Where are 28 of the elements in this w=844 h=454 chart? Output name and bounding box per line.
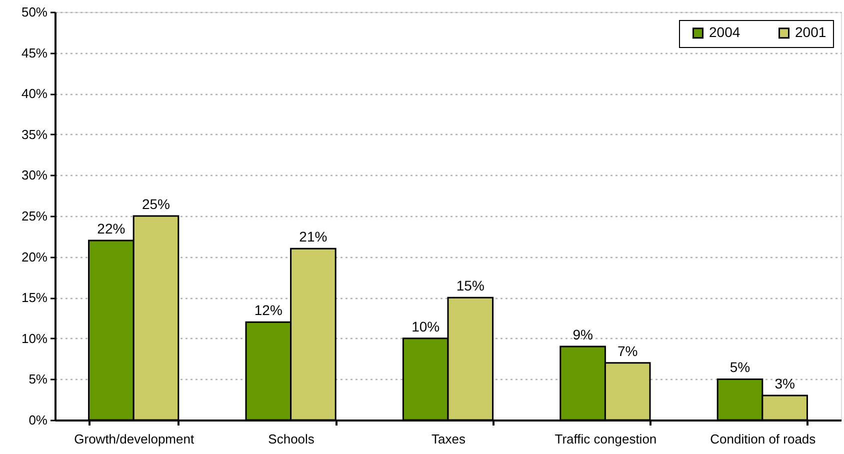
data-label: 7%	[617, 342, 638, 359]
y-tick-label: 20%	[21, 249, 48, 264]
data-label: 3%	[774, 376, 795, 392]
y-tick-label: 35%	[21, 126, 48, 142]
y-tick-label: 45%	[21, 45, 48, 60]
x-tick-label: Condition of roads	[710, 432, 816, 446]
data-label: 22%	[97, 220, 126, 236]
x-tick-label: Traffic congestion	[554, 432, 657, 446]
y-tick-label: 50%	[21, 4, 48, 20]
data-label: 9%	[572, 326, 593, 343]
data-label: 5%	[730, 359, 750, 376]
data-label: 21%	[299, 228, 328, 245]
x-tick-label: Taxes	[432, 432, 466, 446]
x-tick-label: Schools	[268, 432, 315, 446]
data-label: 10%	[412, 318, 440, 334]
data-label: 15%	[456, 278, 484, 294]
y-tick-label: 15%	[21, 290, 48, 306]
y-tick-label: 30%	[21, 168, 48, 183]
y-tick-label: 5%	[28, 372, 48, 387]
x-tick-label: Growth/development	[74, 432, 194, 446]
y-tick-label: 10%	[21, 330, 48, 346]
data-label: 25%	[142, 196, 170, 212]
y-tick-label: 0%	[28, 412, 48, 428]
legend-label: 2001	[795, 24, 826, 40]
y-tick-label: 40%	[21, 86, 48, 102]
legend-label: 2004	[709, 24, 740, 40]
y-tick-label: 25%	[21, 208, 48, 224]
data-label: 12%	[254, 302, 282, 318]
